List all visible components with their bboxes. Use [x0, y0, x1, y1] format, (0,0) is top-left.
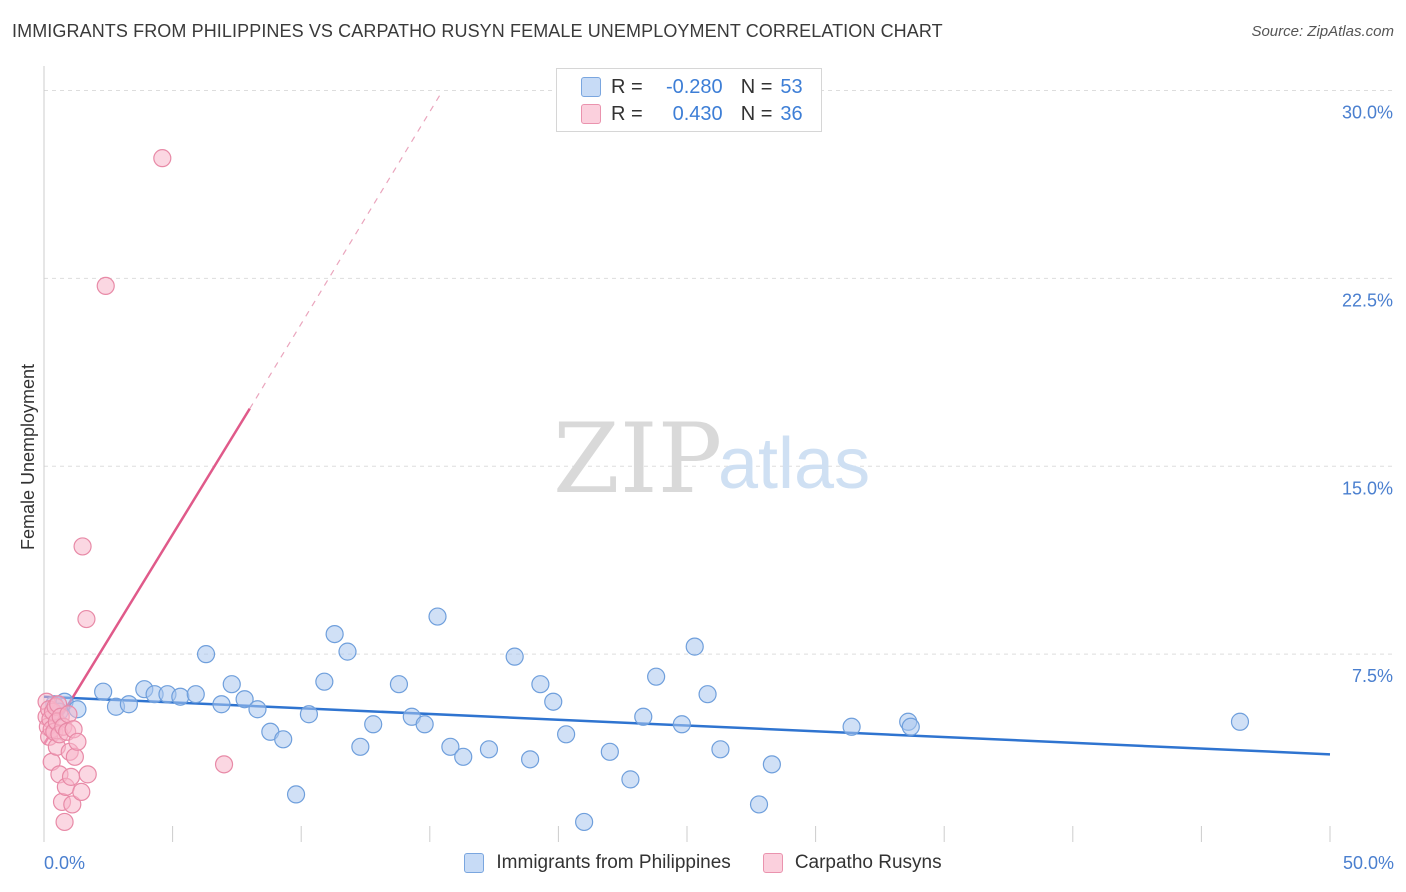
point-philippines [575, 812, 594, 832]
point-philippines [235, 690, 254, 709]
point-philippines [454, 747, 473, 766]
point-philippines [212, 695, 231, 714]
point-philippines [196, 645, 216, 664]
point-philippines [685, 637, 704, 656]
point-philippines [600, 742, 619, 761]
point-philippines [521, 750, 540, 769]
y-tick-label: 30.0% [1342, 103, 1393, 123]
series-label-philippines: Immigrants from Philippines [496, 852, 731, 873]
legend-r-label: R = [611, 102, 643, 125]
point-philippines [338, 642, 357, 661]
trend-line-rusyns [42, 407, 251, 745]
point-philippines [647, 667, 666, 686]
point-philippines [299, 705, 319, 724]
series-swatch-philippines [464, 853, 485, 873]
point-rusyns [72, 782, 91, 802]
correlation-legend: R = -0.280 N = 53 R = 0.430 N = 36 [556, 68, 822, 132]
point-philippines [428, 607, 447, 626]
chart-title: IMMIGRANTS FROM PHILIPPINES VS CARPATHO … [12, 21, 943, 41]
x-tick-label-min: 0.0% [44, 853, 85, 873]
source-label: Source: ZipAtlas.com [1251, 23, 1394, 40]
data-points [37, 149, 1250, 832]
x-tick-labels: 0.0% 50.0% [44, 853, 1394, 873]
y-tick-label: 15.0% [1342, 478, 1393, 498]
point-philippines [389, 675, 409, 694]
point-philippines [749, 795, 769, 814]
point-rusyns [55, 812, 74, 832]
series-swatch-rusyns [762, 853, 783, 873]
point-philippines [171, 687, 190, 706]
point-philippines [505, 647, 524, 666]
legend-n-label: N = [740, 75, 773, 98]
watermark-atlas: atlas [718, 424, 870, 504]
legend-row-rusyns: R = 0.430 N = 36 [581, 101, 803, 127]
series-label-rusyns: Carpatho Rusyns [794, 852, 942, 873]
point-rusyns [61, 767, 81, 786]
point-rusyns [153, 149, 172, 168]
point-philippines [901, 717, 920, 736]
y-tick-labels: 7.5% 15.0% 22.5% 30.0% [1342, 103, 1393, 687]
point-philippines [711, 740, 730, 759]
point-philippines [415, 715, 434, 734]
y-axis-title: Female Unemployment [18, 364, 38, 550]
point-rusyns [73, 537, 92, 556]
legend-swatch-rusyns [581, 104, 601, 124]
point-philippines [531, 675, 550, 694]
legend-n-value: 53 [780, 75, 803, 98]
point-rusyns [77, 609, 96, 629]
point-rusyns [78, 765, 97, 784]
point-philippines [557, 725, 576, 744]
point-rusyns [214, 755, 234, 774]
point-rusyns [63, 795, 82, 814]
watermark-zip: ZIP [553, 403, 722, 515]
point-rusyns [68, 732, 87, 751]
point-philippines [1230, 712, 1250, 731]
point-philippines [698, 685, 717, 704]
point-philippines [621, 770, 640, 789]
point-philippines [672, 715, 691, 734]
legend-row-philippines: R = -0.280 N = 53 [581, 74, 803, 100]
point-philippines [634, 707, 653, 726]
legend-r-value: 0.430 [672, 102, 723, 125]
point-philippines [315, 672, 334, 691]
legend-n-label: N = [740, 102, 773, 125]
point-philippines [441, 737, 460, 756]
point-philippines [248, 700, 267, 719]
point-philippines [479, 740, 499, 759]
legend-r-label: R = [611, 75, 643, 98]
point-philippines [544, 692, 563, 711]
point-philippines [762, 755, 781, 774]
trend-line-rusyns-extension [249, 90, 444, 409]
series-legend: Immigrants from Philippines Carpatho Rus… [0, 852, 1406, 874]
gridlines [44, 90, 1394, 655]
y-tick-label: 22.5% [1342, 290, 1393, 310]
point-philippines [325, 624, 344, 644]
point-philippines [119, 695, 138, 714]
point-rusyns [65, 747, 84, 766]
point-philippines [274, 730, 293, 749]
watermark: ZIP atlas [553, 403, 870, 515]
legend-n-value: 36 [780, 102, 803, 125]
point-rusyns [96, 276, 115, 296]
point-rusyns [59, 705, 78, 724]
point-philippines [842, 717, 861, 736]
point-philippines [186, 685, 205, 704]
point-philippines [286, 785, 306, 804]
point-philippines [351, 737, 370, 756]
x-tick-label-max: 50.0% [1343, 853, 1394, 873]
point-philippines [222, 675, 241, 694]
point-philippines [94, 682, 113, 701]
y-tick-label: 7.5% [1352, 666, 1393, 686]
legend-r-value: -0.280 [665, 75, 723, 98]
series-legend-philippines[interactable]: Immigrants from Philippines [464, 852, 731, 874]
legend-swatch-philippines [581, 77, 601, 97]
point-philippines [364, 715, 383, 734]
series-legend-rusyns[interactable]: Carpatho Rusyns [762, 852, 942, 874]
